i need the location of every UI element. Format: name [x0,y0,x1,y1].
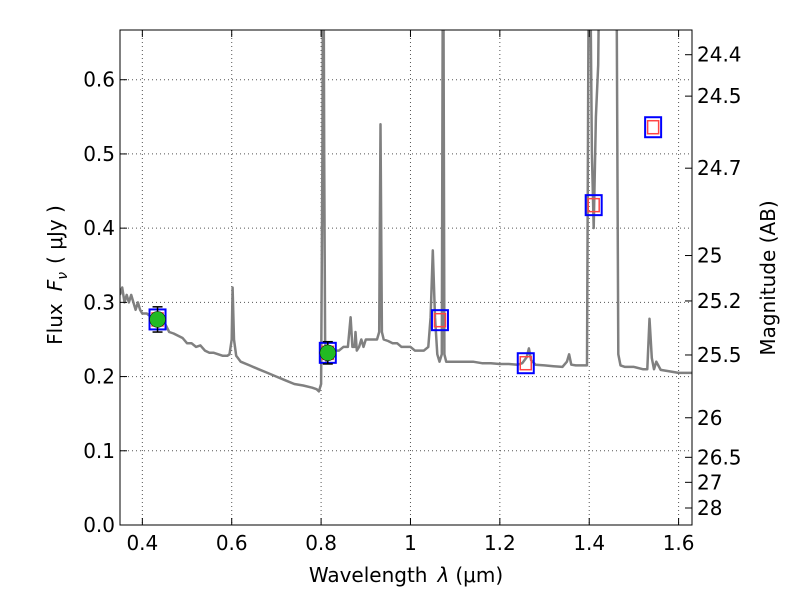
model-photometry-point [430,309,449,332]
x-tick-label: 0.6 [216,531,248,555]
model-inner-box [587,197,600,213]
observed-marker [319,344,337,362]
y2-axis-title: Magnitude (AB) [756,200,780,355]
y2-tick-label: 25 [697,244,722,268]
y2-tick-label: 25.5 [697,343,742,367]
y2-tick-label: 27 [697,470,722,494]
y-tick-label: 0.0 [83,513,115,537]
x-tick-label: 1.4 [573,531,605,555]
y-tick-label: 0.4 [83,216,115,240]
y-tick-label: 0.5 [83,142,115,166]
observed-marker [149,311,166,328]
model-inner-box [433,312,447,328]
x-tick-label: 0.4 [126,531,158,555]
spectrum-line [120,30,692,393]
x-tick-label: 1.6 [663,531,695,555]
x-axis-title: Wavelength λ (μm) [309,563,503,587]
y2-tick-label: 26 [697,406,722,430]
photometry-points [148,116,663,375]
y2-tick-label: 25.2 [697,289,742,313]
observed-point [149,306,166,333]
model-photometry-point [644,116,663,139]
model-inner-box [519,355,533,371]
y-tick-label: 0.3 [83,290,115,314]
y2-tick-label: 24.7 [697,156,742,180]
model-photometry-point [584,194,603,217]
y2-tick-label: 24.4 [697,43,742,67]
x-tick-label: 0.8 [305,531,337,555]
observed-point [319,340,337,365]
model-photometry-point [516,352,535,375]
model-inner-box [646,119,660,135]
y2-tick-label: 28 [697,496,722,520]
y2-tick-label: 24.5 [697,84,742,108]
model-outer-box [644,116,663,139]
x-tick-label: 1 [404,531,417,555]
axes: 0.4 0.6 0.8 1 1.2 1.4 1.6 0.0 0.1 0.2 0.3 0.4 0.5 0.6… [83,29,742,555]
model-outer-box [584,194,603,217]
spectrum-series [120,30,692,393]
grid-lines [120,30,692,526]
plot-frame [119,29,693,526]
y-axis-title: FluxFν( μJy ) [43,205,71,345]
y2-tick-label: 26.5 [697,445,742,469]
x-tick-label: 1.2 [484,531,516,555]
model-outer-box [430,309,449,332]
y-tick-label: 0.6 [83,68,115,92]
y-tick-label: 0.2 [83,365,115,389]
y-tick-label: 0.1 [83,439,115,463]
model-outer-box [516,352,535,375]
